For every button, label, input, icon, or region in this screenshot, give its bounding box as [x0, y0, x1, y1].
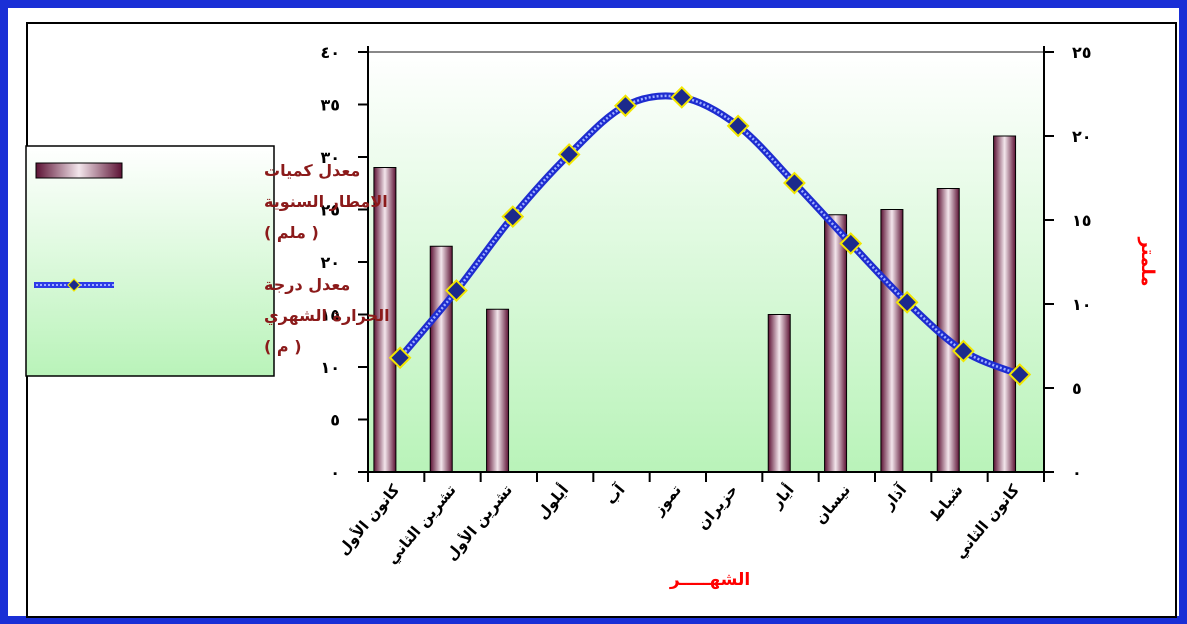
bar — [993, 135, 1017, 473]
x-tick-label: حزيران — [693, 481, 741, 533]
line-point — [557, 143, 581, 166]
bar — [486, 308, 510, 473]
bar — [824, 214, 848, 473]
legend: معدل كميات الامطار السنوية( ملم ) معدل در… — [25, 145, 390, 377]
legend-marker-icon — [67, 278, 81, 292]
line-point — [839, 232, 863, 255]
left-tick-label: ١٥ — [320, 306, 340, 325]
right-tick-labels: ٠ ٥ ١٠ ١٥ ٢٠ ٢٥ — [1044, 43, 1092, 482]
right-tick-label: ٠ — [1072, 463, 1082, 482]
line-series — [388, 85, 1032, 386]
right-tick-label: ٢٠ — [1072, 127, 1092, 146]
line-point — [895, 290, 919, 314]
x-tick-label: شباط — [926, 481, 967, 525]
legend-label-temperature: معدل درجة الحرارة الشهري( م ) — [264, 275, 390, 356]
x-axis-label: الشهـــــر — [669, 570, 750, 590]
line-point — [726, 114, 750, 138]
left-tick-label: ١٠ — [320, 358, 340, 377]
bar — [767, 314, 791, 473]
line-point — [501, 205, 525, 229]
line-point — [388, 346, 412, 370]
line-point — [783, 171, 806, 195]
line-point — [445, 279, 468, 302]
x-tick-label: آب — [602, 480, 629, 508]
x-tick-label: أيار — [766, 480, 797, 512]
line-point — [670, 85, 694, 109]
left-tick-label: ٢٠ — [320, 253, 340, 272]
left-tick-label: ٣٠ — [320, 148, 340, 167]
left-tick-label: ٠ — [330, 463, 340, 482]
left-tick-label: ٥ — [330, 411, 340, 430]
bar — [429, 245, 453, 473]
right-tick-label: ١٠ — [1072, 295, 1092, 314]
line-point — [614, 94, 637, 118]
left-tick-label: ٤٠ — [320, 43, 340, 62]
legend-line-swatch — [34, 278, 114, 292]
left-tick-label: ٢٥ — [320, 201, 340, 220]
right-axis-label: ملمتر — [1137, 236, 1158, 286]
right-tick-label: ١٥ — [1072, 211, 1092, 230]
line-point — [1008, 363, 1032, 386]
x-tick-label: تموز — [649, 481, 685, 519]
x-tick-label: نيسان — [811, 481, 854, 527]
legend-label-rainfall: معدل كميات الامطار السنوية( ملم ) — [264, 161, 388, 242]
bar — [880, 209, 904, 473]
line-point — [952, 339, 975, 363]
legend-bar-swatch — [35, 162, 123, 179]
legend-box — [25, 145, 275, 377]
left-tick-labels: ٠ ٥ ١٠ ١٥ ٢٠ ٢٥ ٣٠ ٣٥ ٤٠ — [320, 43, 368, 482]
x-tick-label: أيلول — [532, 480, 572, 522]
x-tick-label: آذار — [879, 480, 911, 513]
right-tick-label: ٥ — [1072, 379, 1082, 398]
right-tick-label: ٢٥ — [1072, 43, 1092, 62]
left-tick-label: ٣٥ — [320, 96, 340, 115]
